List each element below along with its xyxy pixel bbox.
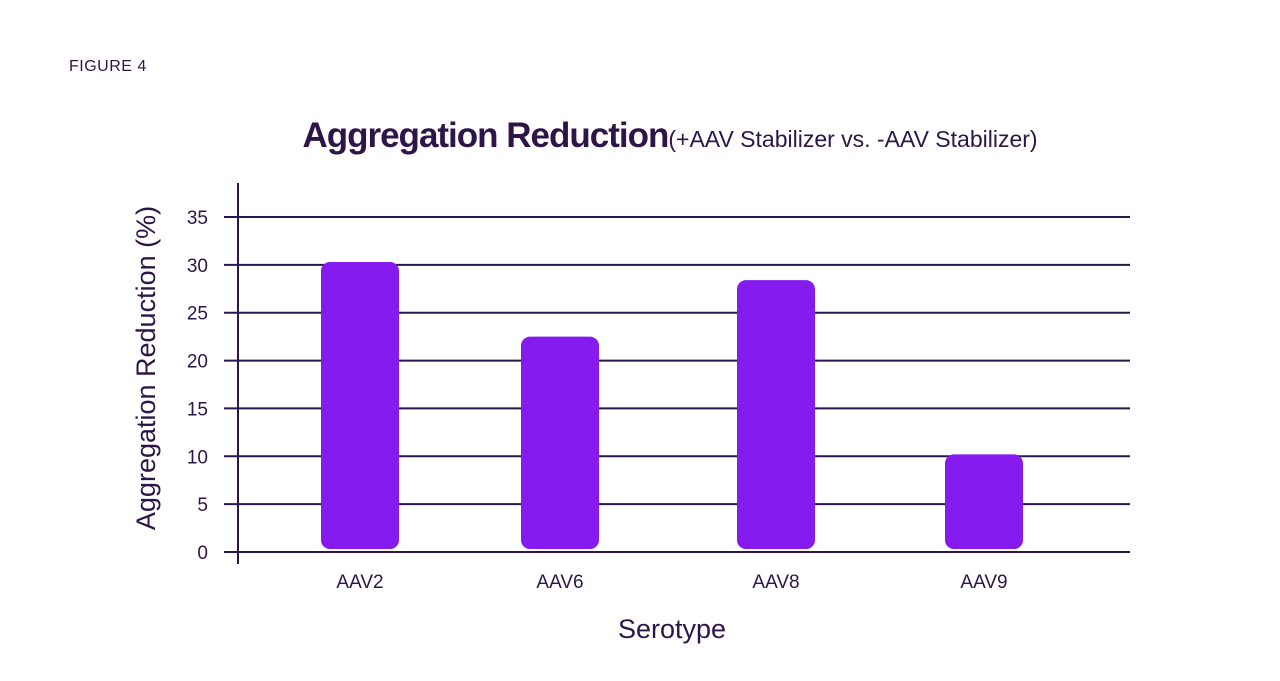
chart-title-block: Aggregation Reduction(+AAV Stabilizer vs…	[0, 116, 1280, 156]
y-tick-label: 20	[187, 352, 208, 373]
y-tick-label: 30	[187, 256, 208, 277]
x-tick-label: AAV8	[752, 572, 799, 593]
bar-aav8	[737, 280, 815, 549]
figure-label: FIGURE 4	[69, 58, 147, 75]
y-tick-label: 0	[197, 543, 208, 564]
y-tick-label: 15	[187, 399, 208, 420]
x-tick-label: AAV6	[536, 572, 583, 593]
bar-aav9	[945, 454, 1023, 549]
bar-aav2	[321, 261, 399, 549]
chart-title: Aggregation Reduction	[302, 116, 669, 155]
x-tick-label: AAV2	[336, 572, 383, 593]
x-tick-label: AAV9	[960, 572, 1007, 593]
x-axis-label: Serotype	[618, 614, 726, 644]
y-tick-label: 5	[197, 495, 208, 516]
y-tick-label: 35	[187, 208, 208, 229]
y-tick-label: 25	[187, 304, 208, 325]
chart-subtitle: (+AAV Stabilizer vs. -AAV Stabilizer)	[668, 126, 1038, 152]
bar-aav6	[521, 336, 599, 549]
y-axis-label: Aggregation Reduction (%)	[131, 206, 161, 530]
y-tick-label: 10	[187, 447, 208, 468]
